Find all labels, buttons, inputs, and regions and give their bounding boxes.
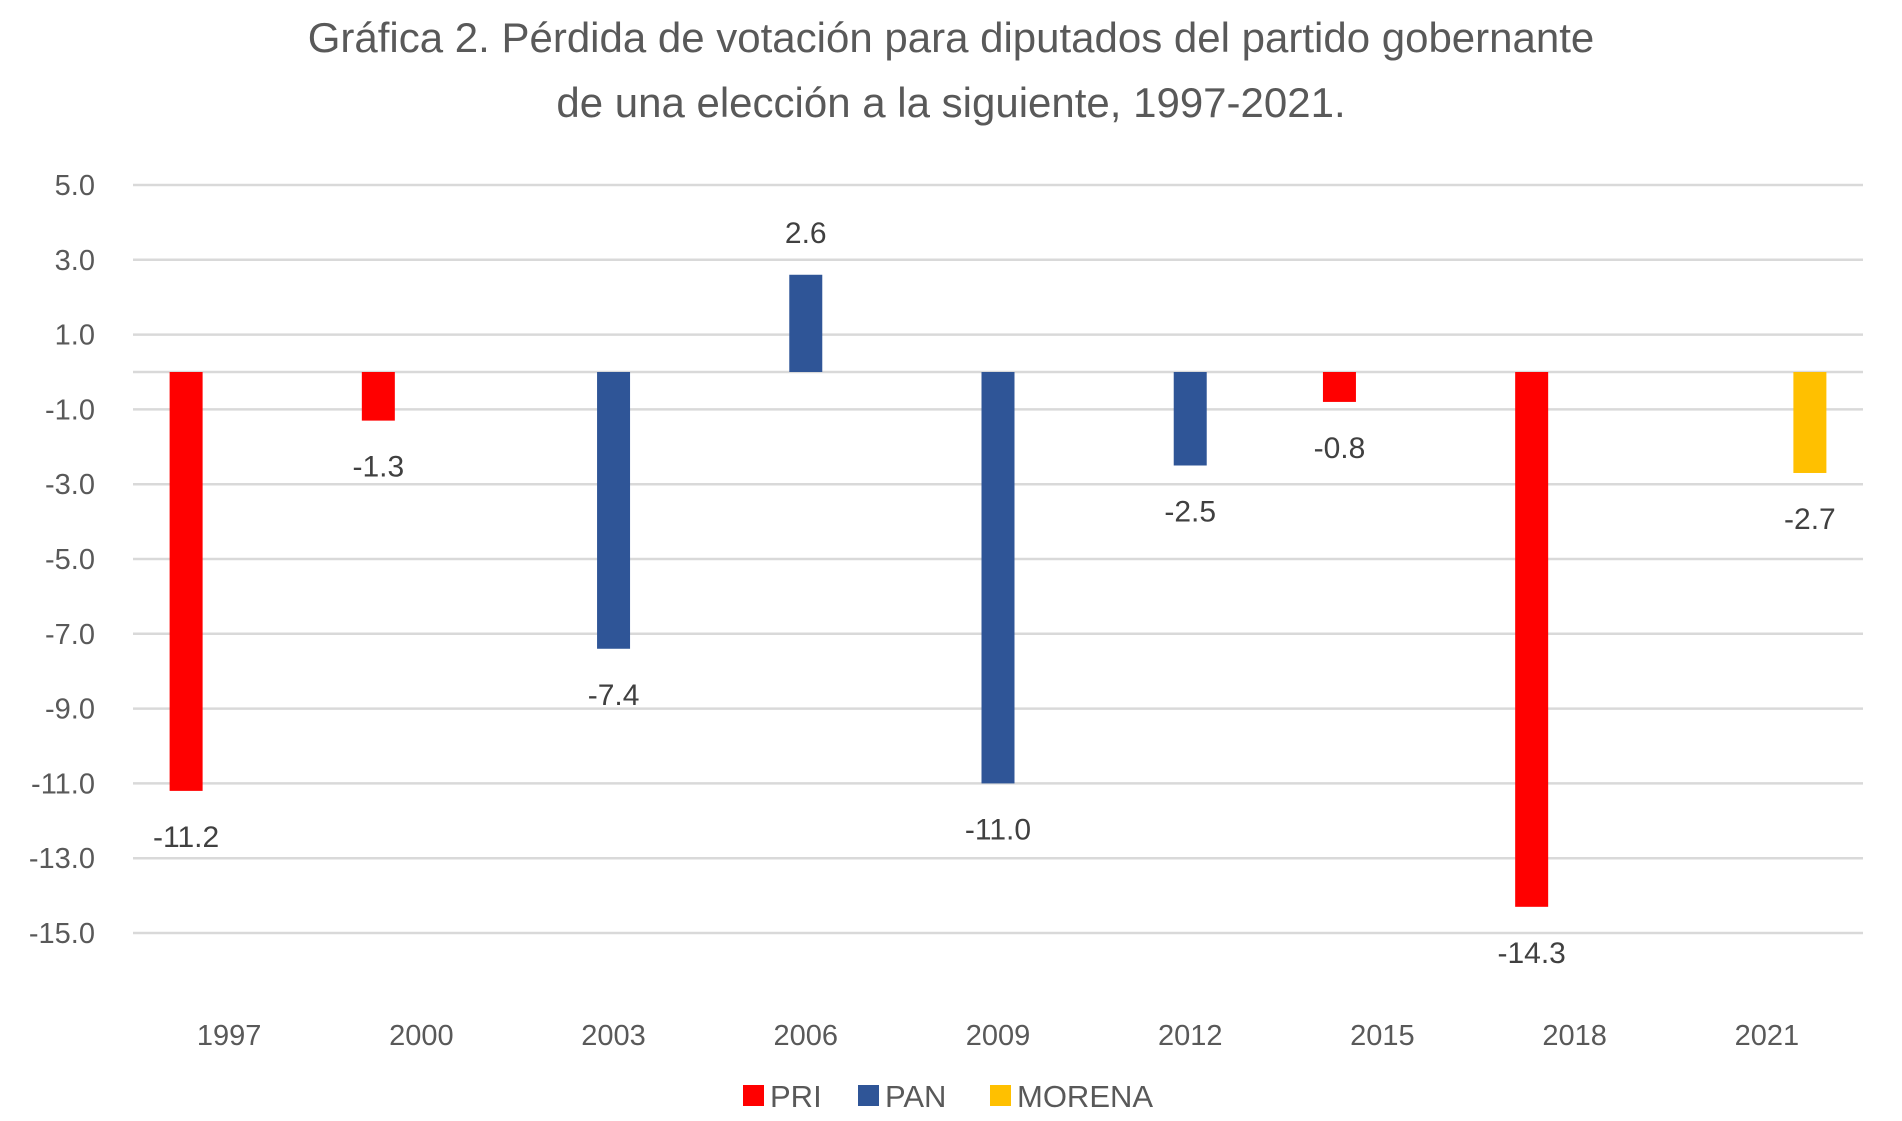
bar-morena-2021 [1793,372,1827,473]
bar-pri-1997 [169,372,203,791]
legend-label-morena: MORENA [1017,1079,1153,1114]
legend: PRI PAN MORENA [743,1079,1153,1114]
bar-pri-2000 [361,372,395,421]
x-tick-label: 2021 [1735,1020,1800,1052]
legend-label-pan: PAN [885,1079,946,1114]
y-tick-label: -1.0 [45,394,95,426]
data-label-2018: -14.3 [1497,937,1565,970]
y-tick-label: -9.0 [45,694,95,726]
bar-pan-2012 [1173,372,1207,466]
bar-pri-2015 [1322,372,1356,402]
y-axis-tick-labels: 5.0 3.0 1.0 -1.0 -3.0 -5.0 -7.0 -9.0 -11.0 -13.0 -… [29,170,95,950]
data-label-2003: -7.4 [588,679,640,712]
x-tick-label: 2000 [389,1020,454,1052]
data-label-2015: -0.8 [1314,432,1366,465]
chart-title-line-1: Gráfica 2. Pérdida de votación para dipu… [308,14,1595,61]
legend-item-pri[interactable]: PRI [743,1079,822,1114]
bars [169,274,1827,907]
data-labels: -11.2 -1.3 -7.4 2.6 -11.0 -2.5 -0.8 -14.3 -2.7 [153,217,1836,970]
bar-pan-2006 [789,274,823,372]
y-tick-label: -5.0 [45,544,95,576]
chart-title: Gráfica 2. Pérdida de votación para dipu… [308,14,1595,126]
x-tick-label: 2015 [1350,1020,1415,1052]
x-tick-label: 1997 [197,1020,262,1052]
legend-item-pan[interactable]: PAN [858,1079,946,1114]
legend-swatch-pri [743,1085,764,1106]
x-tick-label: 2018 [1542,1020,1607,1052]
x-tick-label: 2003 [581,1020,646,1052]
x-tick-label: 2012 [1158,1020,1223,1052]
legend-label-pri: PRI [770,1079,822,1114]
y-tick-label: 5.0 [55,170,95,202]
legend-item-morena[interactable]: MORENA [990,1079,1153,1114]
legend-swatch-morena [990,1085,1011,1106]
y-tick-label: -3.0 [45,469,95,501]
data-label-2006: 2.6 [785,217,827,250]
x-axis-tick-labels: 1997 2000 2003 2006 2009 2012 2015 2018 2021 [197,1020,1799,1052]
bar-pri-2018 [1515,372,1549,907]
data-label-2012: -2.5 [1164,496,1216,529]
chart-title-line-2: de una elección a la siguiente, 1997-202… [556,79,1345,126]
y-tick-label: 3.0 [55,245,95,277]
legend-swatch-pan [858,1085,879,1106]
y-tick-label: -7.0 [45,619,95,651]
x-tick-label: 2009 [966,1020,1031,1052]
data-label-2009: -11.0 [965,813,1031,846]
y-tick-label: -15.0 [29,918,95,950]
bar-pan-2009 [981,372,1015,784]
data-label-1997: -11.2 [153,821,219,854]
x-tick-label: 2006 [774,1020,839,1052]
y-tick-label: -11.0 [31,768,95,800]
data-label-2021: -2.7 [1784,503,1836,536]
y-tick-label: 1.0 [55,320,95,352]
data-label-2000: -1.3 [352,451,404,484]
bar-pan-2003 [597,372,631,649]
y-tick-label: -13.0 [29,843,95,875]
